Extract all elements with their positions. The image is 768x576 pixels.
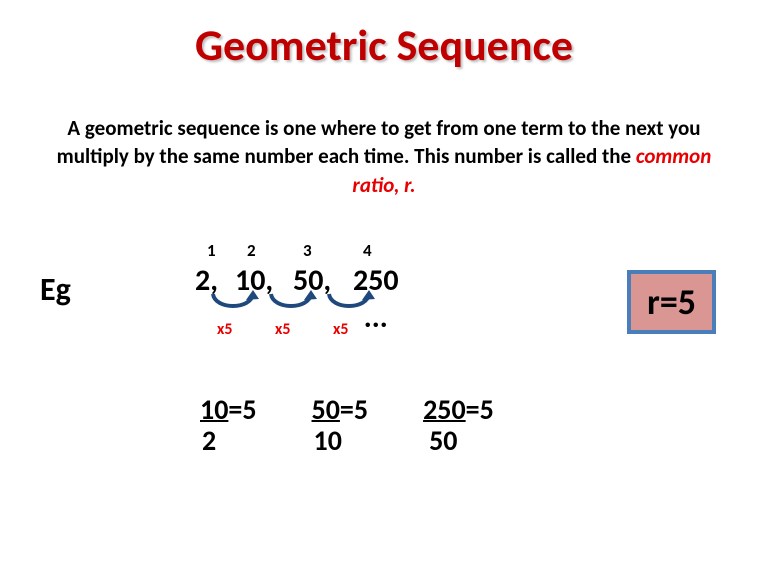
multiplier-label: x5 xyxy=(217,320,232,339)
multiplier-label: x5 xyxy=(333,320,348,339)
sequence-index: 2 xyxy=(247,240,256,261)
slide-title: Geometric Sequence xyxy=(0,0,768,72)
example-label: Eg xyxy=(40,270,71,309)
multiplier-label: x5 xyxy=(275,320,290,339)
ratio-box: r=5 xyxy=(627,270,716,334)
fractions-row: 10=5 2 50=5 10 250=5 50 xyxy=(200,395,494,457)
sequence-index: 3 xyxy=(303,240,312,261)
sequence-index: 1 xyxy=(207,240,216,261)
sequence-index: 4 xyxy=(363,240,372,261)
fraction-item: 250=5 50 xyxy=(423,395,494,457)
arrows-svg xyxy=(195,290,455,324)
slide-description: A geometric sequence is one where to get… xyxy=(0,72,768,199)
multiplier-labels: x5 x5 x5 xyxy=(195,320,455,340)
description-text: A geometric sequence is one where to get… xyxy=(57,115,701,169)
fraction-item: 10=5 2 xyxy=(200,395,257,457)
fraction-item: 50=5 10 xyxy=(312,395,369,457)
